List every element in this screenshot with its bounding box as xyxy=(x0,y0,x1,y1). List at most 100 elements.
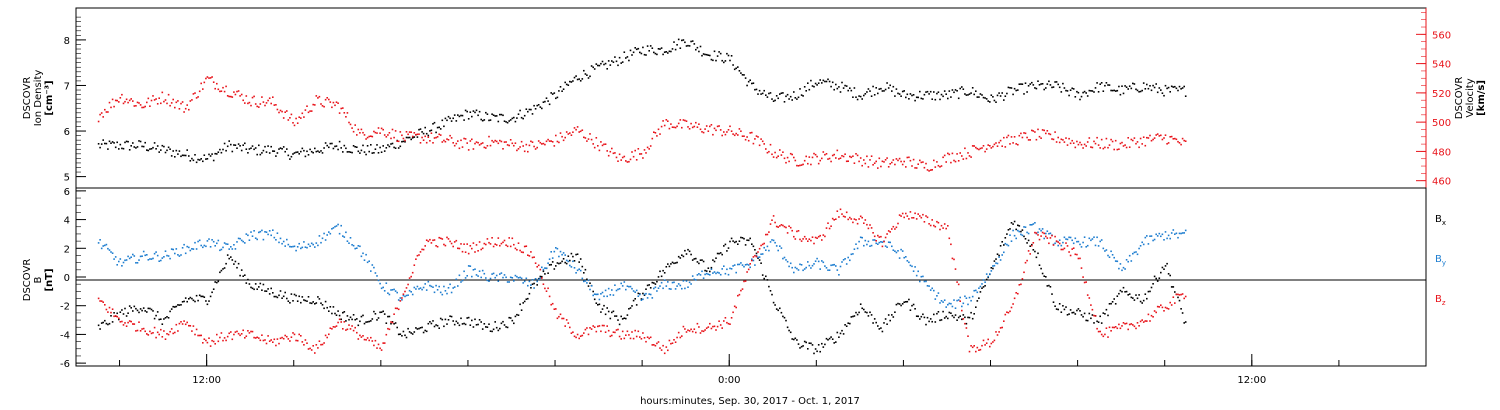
data-point xyxy=(300,117,302,119)
data-point xyxy=(901,212,904,215)
data-point xyxy=(202,88,204,90)
data-point xyxy=(950,243,952,246)
data-point xyxy=(855,243,857,245)
data-point xyxy=(895,303,898,306)
velocity-axis-label-line1: DSCOVR xyxy=(1454,77,1465,120)
data-point xyxy=(631,287,633,290)
data-point xyxy=(410,131,412,133)
data-point xyxy=(1021,234,1024,237)
data-point xyxy=(1003,99,1005,101)
data-point xyxy=(1180,232,1182,235)
data-point xyxy=(1007,86,1010,89)
data-point xyxy=(816,350,818,353)
data-point xyxy=(648,284,650,286)
data-point xyxy=(928,93,930,95)
data-point xyxy=(290,336,293,338)
data-point xyxy=(617,160,619,162)
data-point xyxy=(1124,85,1126,87)
data-point xyxy=(455,278,458,281)
data-point xyxy=(1097,330,1100,333)
data-point xyxy=(1142,243,1145,246)
data-point xyxy=(889,84,891,87)
data-point xyxy=(982,279,985,281)
data-point xyxy=(962,318,965,320)
data-point xyxy=(119,143,122,146)
data-point xyxy=(774,151,776,154)
data-point xyxy=(572,331,574,333)
data-point xyxy=(97,143,100,145)
data-point xyxy=(259,153,262,156)
data-point xyxy=(614,315,616,317)
data-point xyxy=(149,307,151,310)
data-point xyxy=(1076,253,1078,256)
data-point xyxy=(1164,265,1167,267)
data-point xyxy=(758,259,761,261)
data-point xyxy=(915,218,918,220)
data-point xyxy=(691,259,694,261)
data-point xyxy=(410,275,412,278)
data-point xyxy=(289,245,291,248)
data-point xyxy=(811,344,814,346)
data-point xyxy=(399,145,402,148)
data-point xyxy=(331,312,333,315)
data-point xyxy=(761,140,764,143)
data-point xyxy=(1009,234,1011,236)
data-point xyxy=(483,146,486,149)
data-point xyxy=(738,293,741,296)
data-point xyxy=(852,96,854,98)
data-point xyxy=(864,239,867,242)
data-point xyxy=(167,317,170,319)
data-point xyxy=(351,151,353,154)
data-point xyxy=(211,76,213,78)
data-point xyxy=(436,245,439,248)
data-point xyxy=(817,82,820,84)
data-point xyxy=(1130,87,1133,90)
data-point xyxy=(359,132,361,134)
data-point xyxy=(696,274,699,276)
data-point xyxy=(537,264,540,267)
data-point xyxy=(410,138,412,141)
data-point xyxy=(427,322,430,325)
data-point xyxy=(863,94,865,97)
data-point xyxy=(925,215,927,217)
data-point xyxy=(1155,83,1157,85)
data-point xyxy=(866,155,868,158)
data-point xyxy=(132,100,134,102)
data-point xyxy=(216,153,218,155)
data-point xyxy=(281,336,283,339)
data-point xyxy=(656,280,658,283)
data-point xyxy=(810,79,812,82)
data-point xyxy=(443,243,445,246)
data-point xyxy=(331,142,333,145)
data-point xyxy=(155,148,157,150)
data-point xyxy=(265,151,268,153)
data-point xyxy=(304,246,307,248)
data-point xyxy=(494,321,496,323)
data-point xyxy=(811,264,814,267)
data-point xyxy=(693,125,696,128)
data-point xyxy=(177,304,179,306)
data-point xyxy=(1065,306,1067,308)
data-point xyxy=(892,249,895,251)
data-point xyxy=(401,299,403,301)
data-point xyxy=(866,311,868,314)
data-point xyxy=(593,68,596,70)
data-point xyxy=(662,53,664,56)
data-point xyxy=(740,236,742,239)
data-point xyxy=(863,244,865,247)
data-point xyxy=(729,240,731,243)
velocity-tick-label: 500 xyxy=(1432,118,1451,129)
data-point xyxy=(967,335,969,337)
data-point xyxy=(216,242,218,245)
data-point xyxy=(298,333,300,336)
data-point xyxy=(648,293,650,295)
data-point xyxy=(397,308,400,311)
data-point xyxy=(886,157,888,159)
data-point xyxy=(922,275,924,278)
data-point xyxy=(839,91,842,93)
data-point xyxy=(478,270,481,272)
data-point xyxy=(825,267,828,269)
data-point xyxy=(551,261,554,263)
data-point xyxy=(867,315,870,317)
data-point xyxy=(715,257,717,259)
